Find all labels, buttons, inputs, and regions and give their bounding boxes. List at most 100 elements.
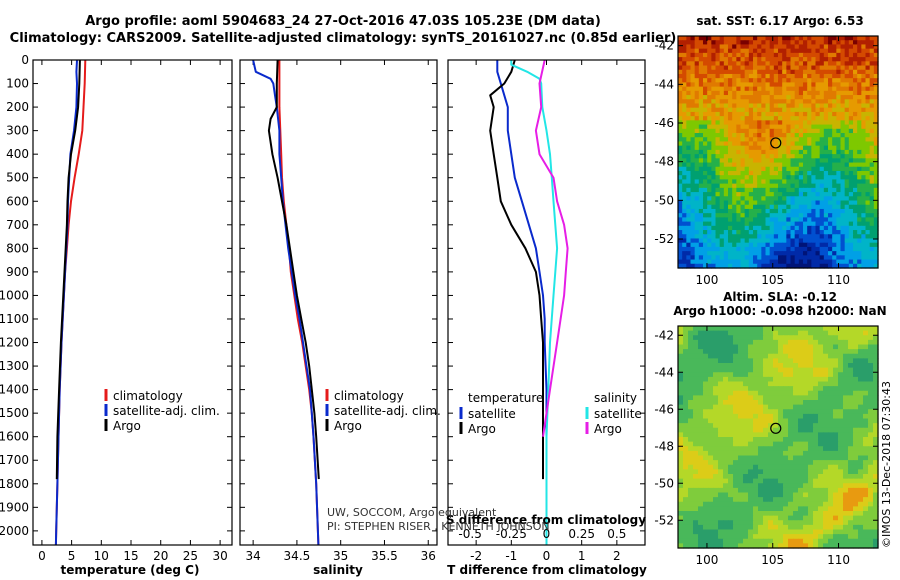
sst-map-cell [678,40,683,46]
sst-map-cell [773,90,779,96]
sst-map-cell [711,36,717,41]
sst-map-cell [828,221,833,227]
sla-map-cell [858,330,864,336]
sst-map-cell [728,170,733,176]
sst-map-cell [757,158,762,164]
sla-map-cell [703,474,709,480]
sla-map-cell [753,483,759,489]
sla-map-cell [843,381,849,387]
sst-map-cell [790,158,796,164]
sla-map-cell [843,390,849,396]
sst-map-cell [865,61,871,67]
sst-map-cell [732,246,737,252]
sla-map-cell [733,339,739,346]
sla-map-cell [693,395,699,401]
sst-map-cell [753,40,758,46]
sla-map-cell [848,543,854,549]
sla-map-cell [808,372,814,378]
legend-label: satellite-adj. clim. [334,404,441,418]
sst-map-cell [690,179,696,185]
sla-map-cell [808,474,814,480]
sla-map-cell [798,330,804,336]
sla-map-cell [798,501,804,507]
sst-map-cell [761,166,767,172]
sla-map-cell [833,524,839,531]
sla-map-cell [778,376,784,383]
sst-map-cell [848,141,854,147]
sla-map-cell [793,543,799,549]
sst-map-cell [761,230,767,235]
sst-map-cell [753,196,758,202]
sla-map-cell [743,437,749,443]
sst-map-cell [782,196,787,202]
sst-map-cell [807,52,812,58]
sla-map-cell [743,515,749,521]
sst-map-cell [711,154,717,159]
sst-map-cell [682,48,687,54]
sst-map-cell [748,217,754,223]
sst-map-cell [698,204,704,210]
sst-map-cell [803,234,808,240]
sst-map-cell [803,246,808,252]
sst-map-cell [778,221,783,227]
sla-map-cell [693,386,699,392]
sst-map-cell [865,137,871,143]
sst-map-cell [723,86,729,92]
sst-map-cell [740,230,746,235]
sst-map-cell [753,95,758,100]
sst-map-cell [815,230,821,235]
sst-map-cell [798,69,804,75]
sst-map-cell [865,133,871,138]
sst-map-cell [690,116,696,121]
sst-map-cell [715,61,721,67]
sst-map-cell [732,234,737,240]
sst-map-cell [807,162,812,168]
sla-map-cell [808,339,814,346]
sst-map-cell [873,204,879,210]
sla-map-cell [783,492,789,498]
sla-map-cell [693,455,699,461]
sst-map-cell [744,124,750,130]
sla-map-cell [698,344,704,350]
sla-map-cell [818,395,824,401]
sla-map-cell [693,423,699,429]
sst-map-cell [807,221,812,227]
sst-map-cell [719,208,725,214]
sla-map-cell [793,363,799,369]
sla-map-cell [693,418,699,424]
sst-map-cell [811,36,817,41]
sst-map-cell [707,61,712,67]
sla-map-cell [808,326,814,332]
sla-map-cell [748,427,754,433]
sst-map-cell [840,149,846,155]
sst-map-cell [765,124,771,130]
sst-map-cell [844,44,850,50]
sla-map-cell [843,441,849,447]
sla-map-cell [733,326,739,332]
sst-map-cell [698,183,704,189]
sla-map-cell [828,413,834,420]
sst-map-cell [828,187,833,193]
sla-map-cell [748,386,754,392]
sst-map-cell [778,225,783,231]
sla-map-cell [783,372,789,378]
sst-map-cell [753,78,758,83]
sst-map-cell [765,86,771,92]
sla-map-cell [788,400,794,406]
sla-map-cell [688,534,694,540]
sst-map-cell [773,141,779,147]
sla-map-cell [728,492,734,498]
sst-map-cell [736,52,742,58]
sst-map-cell [873,133,879,138]
sst-map-cell [711,208,717,214]
sla-map-cell [688,446,694,452]
sst-map-cell [711,95,717,100]
sst-map-cell [744,242,750,248]
sla-map-cell [808,492,814,498]
sst-map-cell [757,95,762,100]
sst-map-cell [819,48,825,54]
sst-map-cell [711,183,717,189]
sla-map-cell [853,427,859,433]
sla-map-cell [798,543,804,549]
sst-map-cell [782,141,787,147]
